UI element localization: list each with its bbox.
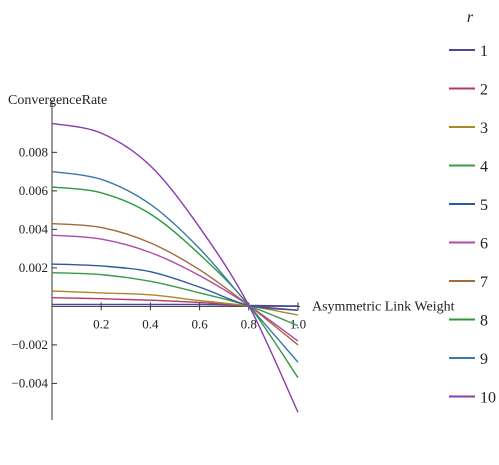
legend-label-r-10: 10 xyxy=(480,390,496,407)
legend: r 1 2 3 4 5 6 7 8 9 10 xyxy=(449,9,496,407)
legend-label-r-4: 4 xyxy=(480,159,488,176)
x-tick-label: 0.8 xyxy=(241,316,257,331)
y-axis-label: ConvergenceRate xyxy=(8,93,107,108)
y-tick-label: 0.002 xyxy=(19,260,48,275)
x-tick-label: 0.2 xyxy=(93,316,109,331)
y-tick-label: −0.002 xyxy=(11,337,48,352)
legend-label-r-5: 5 xyxy=(480,197,488,214)
x-tick-label: 0.4 xyxy=(142,316,159,331)
legend-label-r-6: 6 xyxy=(480,236,488,253)
legend-label-r-2: 2 xyxy=(480,82,488,99)
legend-title: r xyxy=(467,9,474,26)
legend-label-r-1: 1 xyxy=(480,43,488,60)
axes xyxy=(52,100,300,420)
y-tick-label: 0.004 xyxy=(19,221,49,236)
legend-label-r-9: 9 xyxy=(480,351,488,368)
y-tick-label: 0.006 xyxy=(19,183,49,198)
series-line-r-4 xyxy=(52,273,298,326)
series-line-r-3 xyxy=(52,291,298,315)
series-line-r-6 xyxy=(52,235,298,341)
x-axis-label: Asymmetric Link Weight xyxy=(312,299,455,314)
tick-marks: 0.2 0.4 0.6 0.8 1.0−0.004−0.0020.0020.0040.0… xyxy=(11,144,306,390)
series-line-r-9 xyxy=(52,172,298,363)
x-tick-label: 0.6 xyxy=(191,316,208,331)
series-line-r-1 xyxy=(52,304,298,306)
legend-label-r-7: 7 xyxy=(480,274,488,291)
y-tick-label: 0.008 xyxy=(19,144,48,159)
series-line-r-8 xyxy=(52,187,298,378)
legend-label-r-8: 8 xyxy=(480,313,488,330)
series-line-r-7 xyxy=(52,224,298,345)
series-line-r-10 xyxy=(52,123,298,412)
legend-label-r-3: 3 xyxy=(480,120,488,137)
series-lines xyxy=(52,123,298,412)
y-tick-label: −0.004 xyxy=(11,375,48,390)
